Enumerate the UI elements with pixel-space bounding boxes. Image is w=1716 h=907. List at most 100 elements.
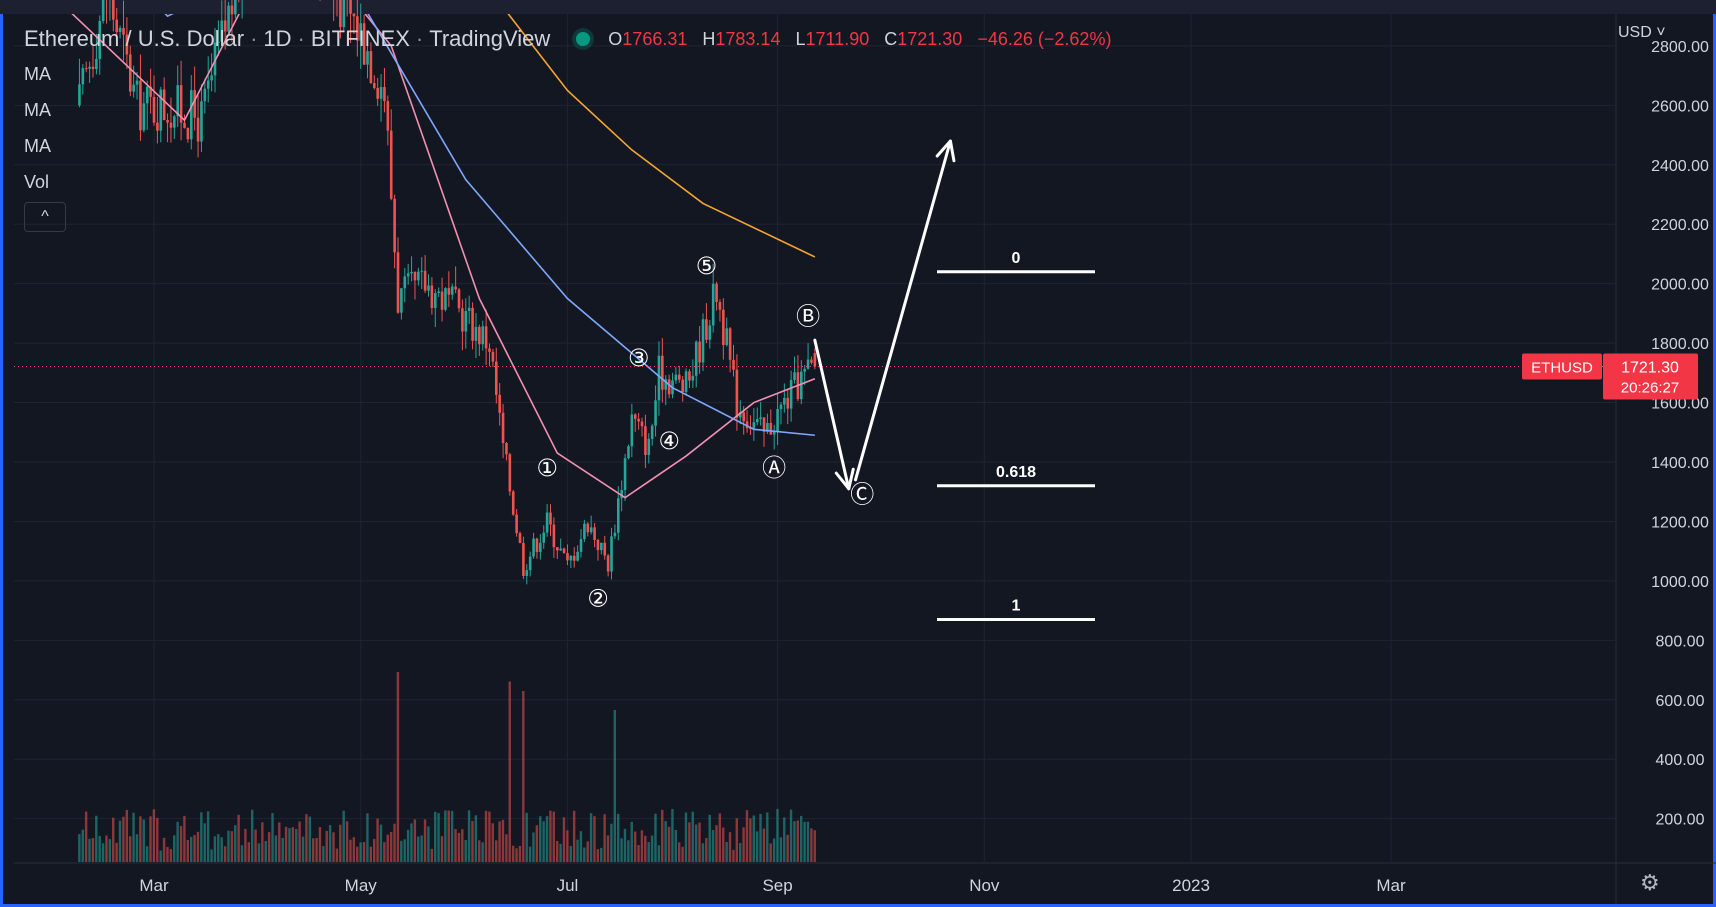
volume-bar (647, 842, 650, 862)
volume-bar (240, 845, 244, 862)
candle-body (396, 252, 400, 313)
y-tick-label: 1800.00 (1651, 336, 1709, 353)
volume-bar (803, 821, 806, 862)
separator-dot-1: · (250, 26, 258, 51)
volume-bar (284, 826, 288, 862)
candle-body (352, 13, 356, 17)
open-value: 1766.31 (622, 28, 688, 49)
candle-body (400, 288, 403, 313)
indicator-ma-3[interactable]: MA (24, 136, 51, 156)
candle-body (169, 122, 173, 128)
candle-body (115, 19, 119, 33)
volume-bar (681, 846, 684, 862)
candle-body (525, 570, 529, 576)
collapse-indicators-button[interactable]: ^ (24, 202, 66, 232)
candle-body (528, 556, 532, 571)
candle-body (508, 454, 512, 492)
volume-bar (179, 825, 183, 862)
candle-body (623, 458, 627, 491)
candle-body (664, 379, 668, 390)
candle-body (593, 527, 596, 540)
volume-bar (535, 825, 539, 862)
volume-bar (95, 815, 98, 862)
volume-bar (420, 835, 423, 862)
y-tick-label: 400.00 (1656, 752, 1705, 769)
interval-label[interactable]: 1D (263, 26, 292, 51)
x-tick-label: Mar (139, 876, 169, 895)
candle-body (779, 404, 783, 410)
volume-bar (383, 842, 386, 862)
candle-body (555, 547, 559, 551)
indicator-ma-1[interactable]: MA (24, 64, 51, 84)
volume-bar (616, 813, 620, 862)
volume-bar (799, 815, 803, 862)
volume-bar (762, 828, 766, 862)
volume-bar (515, 848, 518, 862)
candle-body (217, 41, 220, 43)
candle-body (647, 438, 651, 455)
candle-body (677, 374, 681, 380)
volume-bar (745, 810, 749, 862)
volume-bar (450, 810, 454, 862)
candle-body (701, 319, 705, 363)
volume-bar (596, 849, 600, 862)
volume-bar (637, 845, 640, 862)
projection-arrow (854, 139, 952, 482)
volume-bar (552, 811, 556, 862)
gear-icon[interactable]: ⚙ (1640, 870, 1660, 895)
candle-body (488, 348, 491, 352)
volume-bar (793, 821, 796, 862)
candle-body (179, 85, 183, 123)
volume-bar (112, 817, 115, 862)
volume-bar (566, 830, 569, 862)
volume-bar (295, 828, 298, 862)
candle-body (220, 20, 224, 42)
candle-body (183, 122, 186, 128)
candle-body (447, 288, 451, 295)
volume-bar (722, 827, 725, 862)
currency-selector[interactable]: USD ˅ (1618, 24, 1666, 41)
volume-bar (772, 838, 776, 862)
candle-body (749, 428, 752, 430)
low-label: L (795, 28, 806, 49)
volume-bar (298, 821, 301, 862)
volume-bar (193, 835, 196, 862)
x-tick-label: Jul (557, 876, 579, 895)
x-tick-label: May (345, 876, 378, 895)
volume-bar (508, 681, 511, 862)
volume-bar (532, 832, 535, 862)
candle-body (616, 498, 620, 533)
candle-body (654, 400, 657, 426)
volume-bar (586, 841, 589, 862)
volume-bar (88, 838, 91, 862)
indicator-volume[interactable]: Vol (24, 172, 50, 192)
volume-bar (386, 834, 389, 862)
volume-bar (749, 818, 752, 862)
volume-bar (671, 808, 674, 862)
candle-body (450, 286, 454, 295)
symbol-name[interactable]: Ethereum / U.S. Dollar (24, 26, 245, 51)
volume-bar (223, 846, 227, 862)
top-strip (0, 0, 1716, 14)
candle-body (369, 51, 373, 84)
volume-bar (542, 821, 545, 862)
volume-bar (227, 830, 230, 862)
volume-bar (125, 809, 128, 862)
candle-body (386, 101, 390, 131)
market-status-icon[interactable] (576, 32, 591, 46)
x-tick-label: Mar (1376, 876, 1406, 895)
candle-body (356, 16, 359, 41)
volume-bar (84, 811, 88, 862)
volume-bar (698, 822, 701, 862)
volume-bar (142, 819, 145, 862)
candle-body (494, 361, 498, 395)
candle-body (437, 291, 440, 294)
y-tick-label: 2200.00 (1651, 217, 1709, 234)
volume-bar (325, 830, 328, 862)
volume-bar (505, 834, 508, 862)
indicator-ma-2[interactable]: MA (24, 100, 51, 120)
candle-body (166, 119, 169, 123)
wave-label: ① (536, 454, 558, 482)
volume-bar (189, 836, 193, 862)
